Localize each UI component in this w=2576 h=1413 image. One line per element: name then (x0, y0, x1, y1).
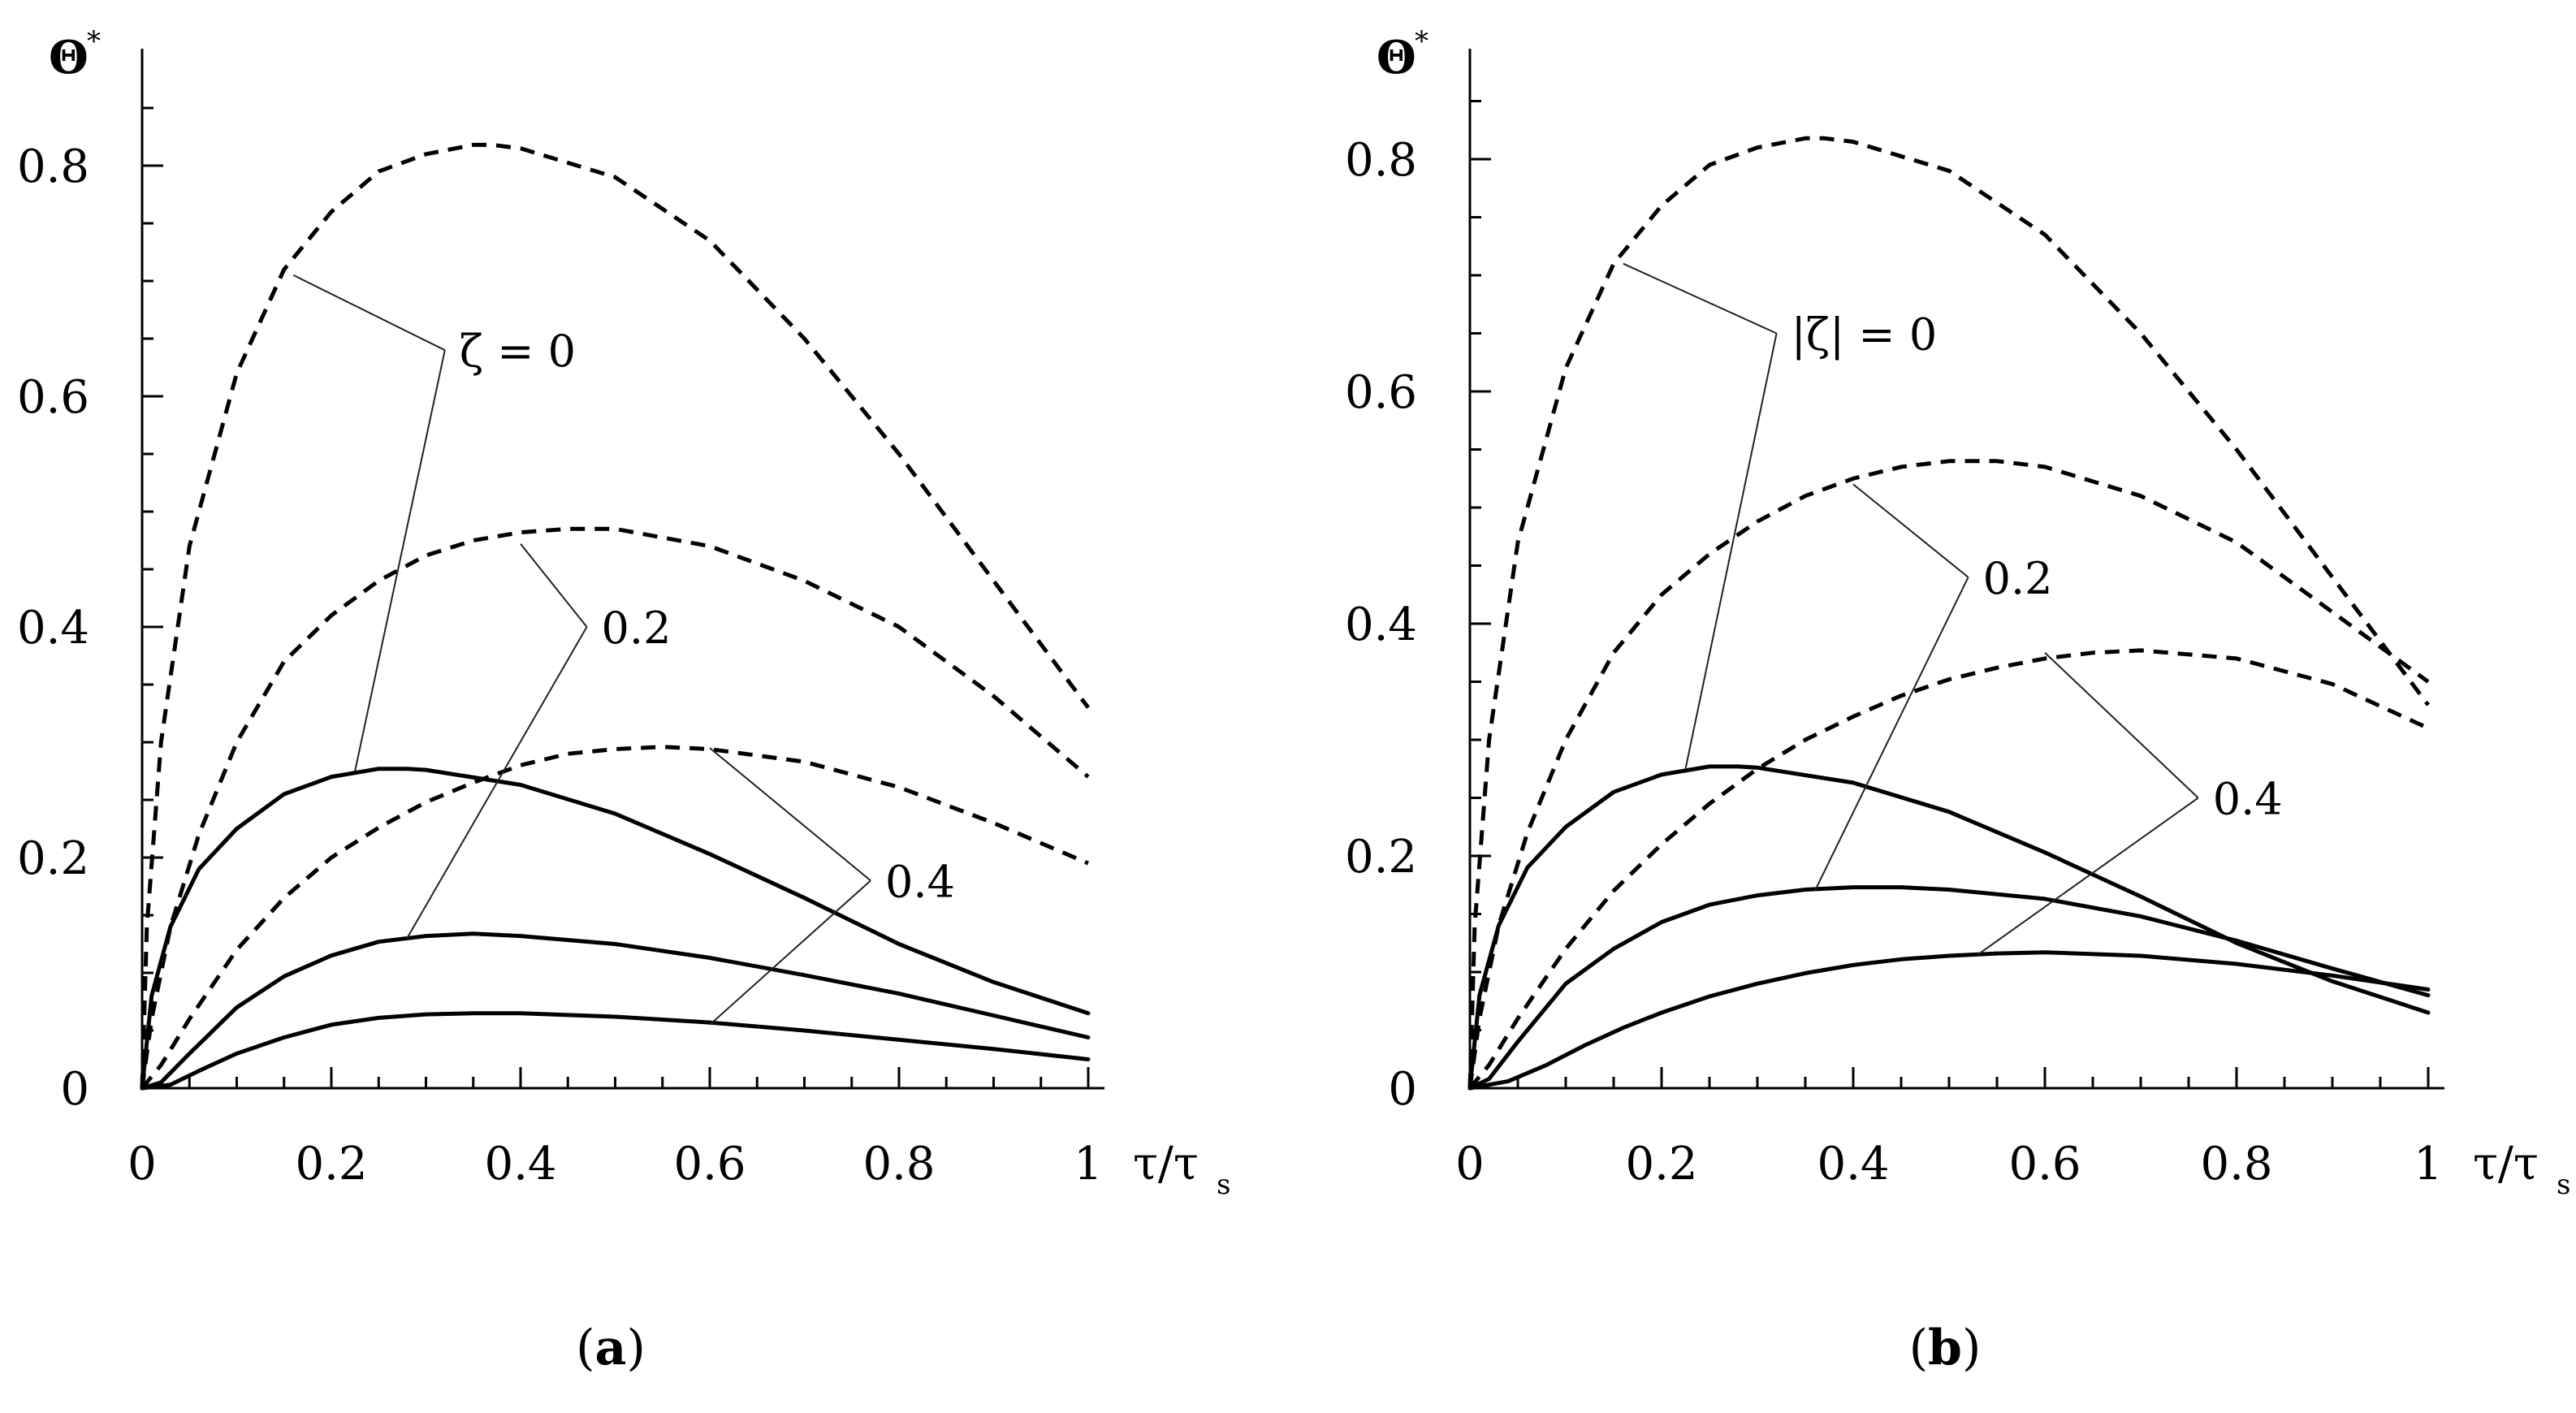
y-axis-label: Θ (49, 31, 89, 84)
panel-label-paren: ) (626, 1320, 645, 1376)
series-line-solid-1 (140, 931, 1091, 1091)
annotation-leader-line (1852, 483, 1969, 578)
annotation-leader-line (1684, 333, 1778, 769)
series-line-solid-0 (140, 767, 1091, 1091)
x-tick-label: 0.8 (862, 1138, 935, 1190)
y-tick-label: 0 (60, 1063, 89, 1116)
series-line-solid-2 (140, 1011, 1091, 1091)
x-tick-label: 0.2 (295, 1138, 367, 1190)
annotation-leader-line (1977, 797, 2199, 956)
annotation-leader-line (406, 626, 588, 939)
panel-label: (b) (1909, 1320, 1982, 1376)
y-tick-label: 0.6 (17, 371, 89, 424)
series-line-dashed-4 (1467, 459, 2430, 1089)
annotation-leader-line (2044, 652, 2199, 799)
annotation-label: 0.2 (602, 603, 672, 654)
annotation-leader-line (709, 747, 871, 882)
annotation-leader-line (354, 349, 446, 771)
annotation-label: ζ = 0 (460, 326, 576, 377)
y-tick-label: 0 (1388, 1063, 1417, 1116)
x-tick-label: 0.6 (673, 1138, 746, 1190)
x-tick-label: 1 (1074, 1138, 1103, 1190)
x-axis-label: τ/τ (1133, 1138, 1199, 1190)
x-tick-label: 0 (128, 1138, 157, 1190)
chart-panel-a: 0 0.2 0.4 0.6 0.8 1 0 0.2 0.4 0.6 0.8 Θ* τ/τ s ζ = 0 0.… (17, 25, 1231, 1376)
x-axis-label-sub: s (2557, 1169, 2570, 1201)
x-tick-label: 0.6 (2008, 1138, 2081, 1190)
x-axis-label: τ/τ (2473, 1138, 2539, 1190)
x-tick-label: 0.8 (2200, 1138, 2272, 1190)
annotation-label: 0.2 (1983, 553, 2053, 604)
series-line-solid-2 (1467, 950, 2431, 1091)
x-tick-label: 0.4 (484, 1138, 556, 1190)
x-tick-label: 1 (2414, 1138, 2443, 1190)
panel-label-paren: ) (1962, 1320, 1981, 1376)
y-tick-label: 0.4 (1345, 598, 1417, 651)
annotation-leader-line (520, 543, 588, 628)
panel-label-letter: a (595, 1320, 627, 1376)
x-axis-label-sub: s (1217, 1169, 1230, 1201)
annotation-label: 0.4 (2213, 774, 2283, 825)
panel-label-paren: ( (576, 1320, 594, 1376)
series-line-solid-0 (1467, 764, 2431, 1091)
series-line-dashed-3 (140, 142, 1091, 1089)
annotation-label: |ζ| = 0 (1792, 309, 1938, 361)
y-axis-label-sup: * (87, 25, 101, 58)
series-line-dashed-3 (1467, 136, 2430, 1089)
y-tick-label: 0.4 (17, 602, 89, 655)
y-tick-label: 0.8 (17, 140, 89, 193)
chart-panel-b: 0 0.2 0.4 0.6 0.8 1 0 0.2 0.4 0.6 0.8 Θ* τ/τ s |ζ| = 0… (1345, 25, 2571, 1376)
annotation-leader-line (292, 274, 446, 352)
series-line-solid-1 (1467, 885, 2431, 1091)
annotation-leader-line (709, 879, 871, 1026)
x-tick-label: 0.2 (1625, 1138, 1697, 1190)
y-axis-label-sup: * (1415, 25, 1428, 58)
y-tick-label: 0.6 (1345, 366, 1417, 419)
panel-label-paren: ( (1909, 1320, 1928, 1376)
x-tick-label: 0.4 (1817, 1138, 1889, 1190)
series-line-dashed-4 (140, 526, 1090, 1089)
y-tick-label: 0.8 (1345, 134, 1417, 187)
y-tick-label: 0.2 (1345, 831, 1417, 884)
y-axis-label: Θ (1377, 31, 1416, 84)
annotation-label: 0.4 (885, 856, 955, 907)
series-line-dashed-5 (140, 745, 1089, 1090)
annotation-leader-line (1813, 577, 1969, 892)
panel-label: (a) (576, 1320, 646, 1376)
y-tick-label: 0.2 (17, 832, 89, 885)
panel-label-letter: b (1928, 1320, 1962, 1376)
series-line-dashed-5 (1468, 648, 2430, 1090)
annotation-leader-line (1623, 262, 1778, 335)
x-tick-label: 0 (1455, 1138, 1485, 1190)
